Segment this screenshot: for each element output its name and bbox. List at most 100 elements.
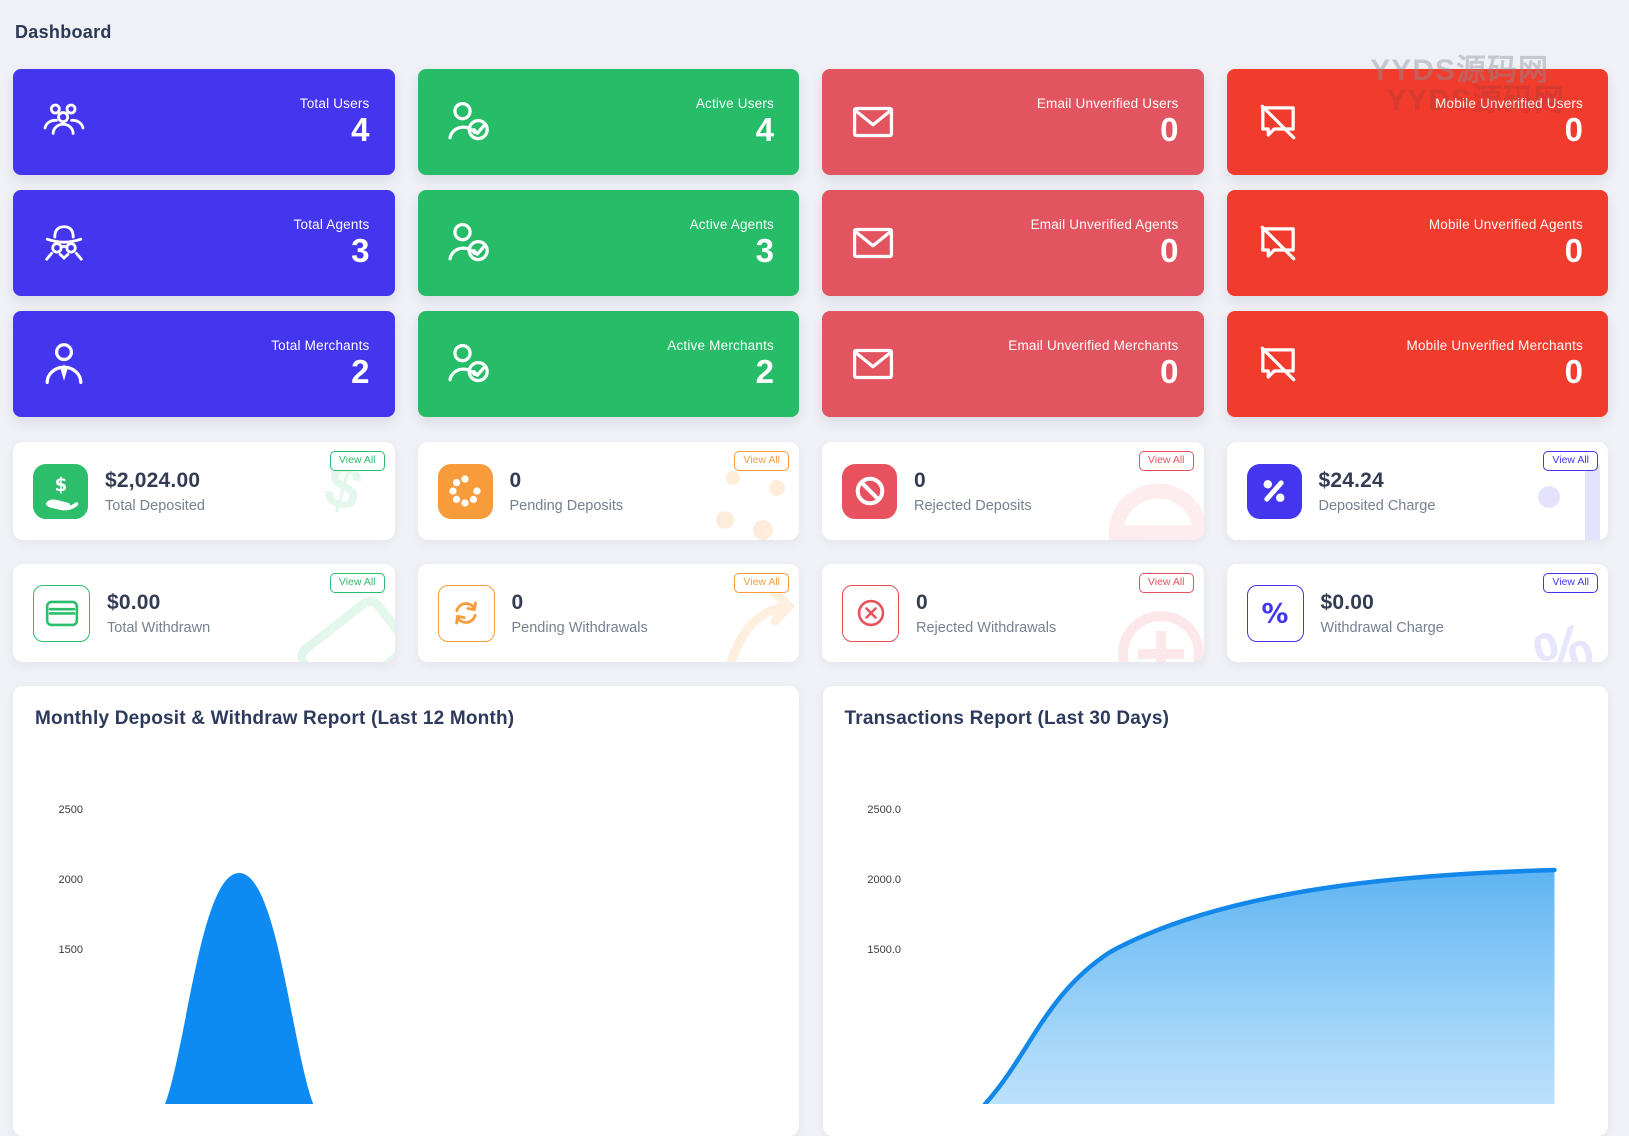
ban-decoration bbox=[1098, 473, 1204, 540]
stat-card-mobile-unverified-merchants: Mobile Unverified Merchants 0 bbox=[1226, 311, 1608, 417]
stat-card-grid: Total Users 4 Active Users 4 Email Unver… bbox=[13, 69, 1608, 417]
view-all-button[interactable]: View All bbox=[734, 573, 789, 593]
stat-label: Email Unverified Users bbox=[1036, 95, 1179, 111]
y-tick: 1500.0 bbox=[867, 944, 901, 956]
sync-arrows-icon bbox=[437, 584, 495, 642]
y-tick: 2500.0 bbox=[867, 804, 901, 816]
summary-amount: 0 bbox=[509, 468, 522, 492]
summary-card-grid: View All $2,024.00 Total Deposited $ Vie… bbox=[13, 442, 1608, 662]
chat-slash-icon bbox=[1252, 96, 1304, 148]
stat-label: Email Unverified Agents bbox=[1030, 216, 1179, 232]
view-all-button[interactable]: View All bbox=[1138, 451, 1194, 471]
stat-card-total-agents: Total Agents 3 bbox=[13, 190, 395, 296]
stat-card-active-merchants: Active Merchants 2 bbox=[417, 311, 799, 417]
page-title: Dashboard bbox=[15, 22, 112, 42]
stat-card-total-merchants: Total Merchants 2 bbox=[13, 311, 395, 417]
summary-card-total-withdrawn: View All $0.00 Total Withdrawn bbox=[13, 564, 395, 662]
user-check-icon bbox=[443, 217, 495, 269]
envelope-icon bbox=[847, 96, 899, 148]
y-tick: 1500 bbox=[59, 944, 83, 956]
summary-label: Withdrawal Charge bbox=[1320, 619, 1444, 636]
stat-value: 0 bbox=[1564, 231, 1583, 269]
stat-label: Email Unverified Merchants bbox=[1008, 337, 1179, 353]
stat-label: Mobile Unverified Merchants bbox=[1406, 337, 1583, 353]
stat-label: Total Users bbox=[299, 95, 370, 111]
chat-slash-icon bbox=[1252, 338, 1304, 390]
user-tie-icon bbox=[38, 338, 90, 390]
percent-icon bbox=[1246, 584, 1304, 642]
credit-card-icon bbox=[33, 584, 90, 642]
chart-title: Monthly Deposit & Withdraw Report (Last … bbox=[35, 708, 515, 729]
summary-card-rejected-withdrawals: View All 0 Rejected Withdrawals bbox=[822, 564, 1204, 662]
stat-value: 0 bbox=[1160, 352, 1179, 390]
y-tick: 2500 bbox=[59, 804, 83, 816]
view-all-button[interactable]: View All bbox=[1543, 573, 1598, 593]
summary-card-withdrawal-charge: View All $0.00 Withdrawal Charge % bbox=[1226, 564, 1608, 662]
stat-card-email-unverified-agents: Email Unverified Agents 0 bbox=[822, 190, 1204, 296]
percent-icon bbox=[1246, 463, 1302, 519]
summary-label: Rejected Deposits bbox=[914, 497, 1032, 514]
percent-decoration: % bbox=[1526, 608, 1601, 662]
stat-value: 2 bbox=[755, 352, 774, 390]
summary-label: Rejected Withdrawals bbox=[916, 619, 1057, 636]
summary-label: Total Withdrawn bbox=[107, 619, 211, 636]
summary-label: Deposited Charge bbox=[1318, 497, 1436, 514]
spinner-dots-icon bbox=[437, 463, 493, 519]
summary-amount: 0 bbox=[914, 468, 926, 492]
stat-label: Mobile Unverified Users bbox=[1435, 95, 1583, 111]
stat-value: 0 bbox=[1160, 110, 1179, 148]
hand-dollar-icon bbox=[33, 463, 88, 519]
stat-card-active-agents: Active Agents 3 bbox=[417, 190, 799, 296]
summary-card-total-deposited: View All $2,024.00 Total Deposited $ bbox=[13, 442, 395, 540]
dots-decoration bbox=[715, 460, 799, 540]
monthly-deposit-withdraw-chart-card: Monthly Deposit & Withdraw Report (Last … bbox=[13, 686, 799, 1136]
stat-value: 2 bbox=[351, 352, 370, 390]
y-tick: 2000 bbox=[59, 874, 83, 886]
circle-x-icon bbox=[842, 584, 899, 642]
stat-card-mobile-unverified-agents: Mobile Unverified Agents 0 bbox=[1226, 190, 1608, 296]
stat-value: 0 bbox=[1160, 231, 1179, 269]
stat-value: 0 bbox=[1564, 352, 1583, 390]
monthly-deposit-withdraw-chart[interactable]: 2500 2000 1500 bbox=[35, 754, 777, 1104]
user-check-icon bbox=[443, 96, 495, 148]
area-series-deposited bbox=[165, 873, 314, 1104]
stat-card-total-users: Total Users 4 bbox=[13, 69, 395, 175]
summary-label: Pending Deposits bbox=[509, 497, 624, 514]
card-decoration bbox=[286, 586, 395, 662]
bar-decoration bbox=[1585, 460, 1600, 540]
view-all-button[interactable]: View All bbox=[329, 573, 385, 593]
summary-label: Total Deposited bbox=[105, 497, 205, 514]
envelope-icon bbox=[847, 217, 899, 269]
envelope-icon bbox=[847, 338, 899, 390]
stat-label: Active Users bbox=[695, 95, 774, 111]
summary-card-pending-withdrawals: View All 0 Pending Withdrawals bbox=[417, 564, 799, 662]
user-check-icon bbox=[443, 338, 495, 390]
stat-value: 4 bbox=[351, 110, 370, 148]
stat-label: Total Agents bbox=[293, 216, 370, 232]
ban-icon bbox=[842, 463, 897, 519]
stat-label: Mobile Unverified Agents bbox=[1428, 216, 1583, 232]
stat-value: 0 bbox=[1564, 110, 1583, 148]
transactions-chart-card: Transactions Report (Last 30 Days) 2500.… bbox=[822, 686, 1608, 1136]
view-all-button[interactable]: View All bbox=[329, 451, 385, 471]
view-all-button[interactable]: View All bbox=[1543, 451, 1598, 471]
summary-amount: $2,024.00 bbox=[105, 468, 201, 492]
stat-value: 4 bbox=[755, 110, 774, 148]
charts-row: Monthly Deposit & Withdraw Report (Last … bbox=[13, 686, 1608, 1136]
view-all-button[interactable]: View All bbox=[734, 451, 789, 471]
circle-plus-decoration bbox=[1106, 599, 1204, 662]
transactions-chart[interactable]: 2500.0 2000.0 1500.0 bbox=[845, 754, 1587, 1104]
summary-amount: $0.00 bbox=[107, 590, 161, 614]
summary-amount: $0.00 bbox=[1320, 590, 1375, 614]
view-all-button[interactable]: View All bbox=[1138, 573, 1194, 593]
stat-card-mobile-unverified-users: Mobile Unverified Users 0 bbox=[1226, 69, 1608, 175]
stat-label: Active Agents bbox=[689, 216, 774, 232]
stat-card-email-unverified-users: Email Unverified Users 0 bbox=[822, 69, 1204, 175]
summary-amount: $24.24 bbox=[1318, 468, 1384, 492]
stat-label: Total Merchants bbox=[271, 337, 370, 353]
circle-decoration bbox=[1538, 486, 1560, 508]
stat-card-email-unverified-merchants: Email Unverified Merchants 0 bbox=[822, 311, 1204, 417]
stat-value: 3 bbox=[755, 231, 774, 269]
chat-slash-icon bbox=[1252, 217, 1304, 269]
